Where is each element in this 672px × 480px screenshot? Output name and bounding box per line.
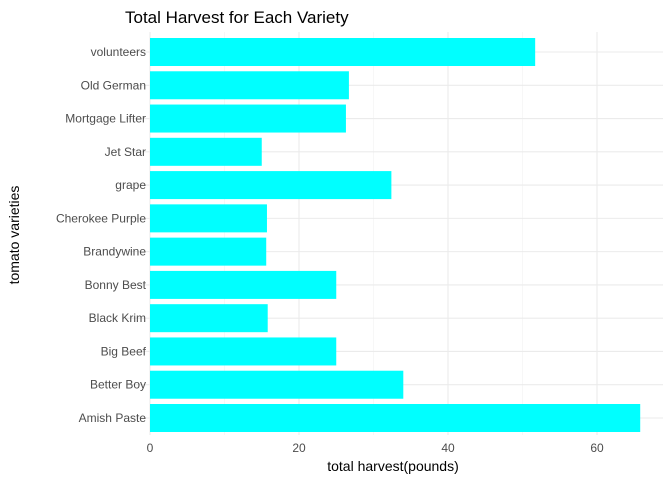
x-tick-label: 20 [292, 441, 306, 455]
x-tick-label: 0 [147, 441, 154, 455]
bar-better-boy [150, 370, 404, 399]
y-tick-labels: Amish Paste Better Boy Big Beef Black Krim B… [56, 45, 147, 425]
bar-cherokee-purple [150, 204, 267, 233]
bar-big-beef [150, 337, 337, 366]
y-axis-title: tomato varieties [6, 186, 22, 285]
y-tick-label: Brandywine [83, 245, 146, 259]
bar-jet-star [150, 137, 262, 166]
bars-group [150, 38, 641, 432]
x-tick-label: 60 [590, 441, 604, 455]
y-tick-label: Mortgage Lifter [65, 112, 146, 126]
y-tick-label: Jet Star [105, 145, 146, 159]
bar-bonny-best [150, 270, 337, 299]
y-tick-label: grape [115, 178, 146, 192]
bar-brandywine [150, 237, 267, 266]
bar-old-german [150, 71, 349, 100]
y-tick-label: Bonny Best [85, 278, 147, 292]
bar-black-krim [150, 304, 268, 333]
y-tick-label: Amish Paste [79, 411, 147, 425]
bar-volunteers [150, 38, 536, 66]
bar-amish-paste [150, 404, 641, 432]
x-axis-title: total harvest(pounds) [327, 458, 459, 474]
bar-grape [150, 171, 392, 200]
y-tick-label: Black Krim [89, 311, 146, 325]
y-tick-label: Big Beef [101, 344, 147, 358]
x-tick-labels: 0 20 40 60 [147, 441, 604, 455]
chart-title: Total Harvest for Each Variety [125, 8, 349, 27]
x-tick-label: 40 [441, 441, 455, 455]
y-tick-label: volunteers [91, 45, 146, 59]
bar-mortgage-lifter [150, 104, 346, 133]
y-tick-label: Old German [81, 78, 146, 92]
y-tick-label: Cherokee Purple [56, 211, 146, 225]
y-tick-label: Better Boy [90, 378, 146, 392]
